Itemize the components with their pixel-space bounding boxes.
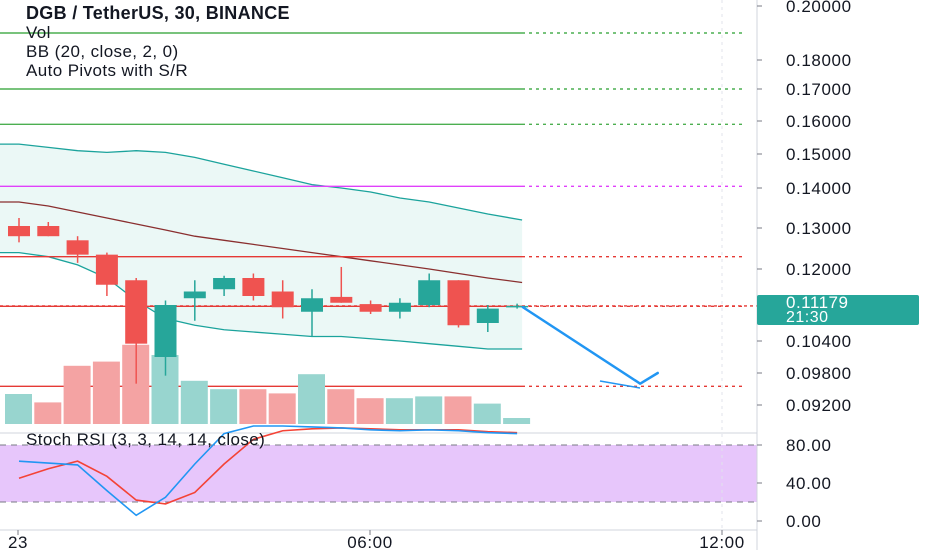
volume-bar — [385, 398, 413, 424]
indicator-vol[interactable]: Vol — [26, 23, 51, 42]
candles — [8, 218, 529, 384]
indicator-pivots[interactable]: Auto Pivots with S/R — [26, 61, 189, 80]
volume-bar — [63, 365, 91, 424]
volume-bar — [92, 361, 120, 424]
candle-body — [388, 302, 411, 312]
candle-body — [242, 278, 265, 296]
candle-body — [506, 305, 529, 308]
bb-upper-line — [0, 143, 523, 221]
bb-basis-line — [0, 201, 523, 284]
price-badge-price: 0.11179 — [786, 293, 848, 312]
stoch-band-fill — [0, 445, 757, 502]
candle-body — [271, 291, 294, 308]
bollinger-bands — [0, 143, 523, 350]
stoch-tick-label: 80.00 — [786, 436, 832, 455]
candle-body — [418, 280, 441, 305]
candle-body — [447, 280, 470, 326]
price-badge-bg — [757, 295, 919, 325]
volume-bar — [34, 402, 62, 424]
candle-body — [476, 308, 499, 323]
chart-legend: DGB / TetherUS, 30, BINANCE Vol BB (20, … — [26, 3, 290, 81]
price-tick-label: 0.18000 — [786, 51, 852, 70]
volume-bar — [444, 396, 472, 424]
time-tick-label: 12:00 — [699, 533, 745, 550]
time-tick-label: 23 — [8, 533, 28, 550]
candle-body — [37, 226, 60, 237]
projection-arrow-path — [521, 306, 659, 385]
volume-bar — [5, 394, 32, 424]
volume-bar — [415, 396, 443, 424]
volume-bar — [327, 389, 355, 424]
price-badge-countdown: 21:30 — [786, 309, 829, 326]
time-tick-label: 06:00 — [347, 533, 393, 550]
price-tick-label: 0.09200 — [786, 396, 852, 415]
candle-body — [125, 280, 148, 344]
volume-bar — [210, 389, 238, 424]
stoch-rsi-label[interactable]: Stoch RSI (3, 3, 14, 14, close) — [26, 430, 266, 449]
bb-fill — [0, 144, 523, 349]
axes: 0.20000 0.18000 0.17000 0.16000 0.15000 0.140… — [0, 0, 852, 550]
price-tick-label: 0.15000 — [786, 145, 852, 164]
price-tick-label: 0.16000 — [786, 112, 852, 131]
stoch-rsi-pane — [0, 425, 757, 517]
bb-lower-line — [0, 251, 523, 350]
price-tick-label: 0.12000 — [786, 260, 852, 279]
stoch-k-line — [18, 425, 518, 517]
candle-body — [213, 278, 236, 290]
volume-bar — [473, 403, 501, 424]
price-tick-label: 0.10400 — [786, 332, 852, 351]
price-tick-label: 0.09800 — [786, 364, 852, 383]
price-tick-label: 0.13000 — [786, 219, 852, 238]
volume-bar — [180, 380, 208, 424]
projection-arrow-tail — [599, 380, 641, 389]
volume-bar — [239, 389, 267, 424]
volume-bar — [356, 398, 384, 424]
price-tick-label: 0.14000 — [786, 179, 852, 198]
volume-bar — [298, 374, 325, 424]
candle-body — [95, 254, 118, 285]
stoch-tick-label: 0.00 — [786, 512, 822, 531]
projection-arrow — [521, 306, 659, 389]
candle-body — [154, 305, 177, 357]
volume-bars — [5, 344, 531, 424]
volume-bar — [503, 418, 531, 424]
indicator-bb[interactable]: BB (20, close, 2, 0) — [26, 42, 179, 61]
candle-body — [359, 304, 382, 312]
candle-body — [330, 296, 353, 303]
candle-body — [301, 298, 323, 312]
symbol-title[interactable]: DGB / TetherUS, 30, BINANCE — [26, 3, 290, 23]
volume-bar — [268, 393, 296, 424]
candle-body — [8, 226, 30, 237]
stoch-tick-label: 40.00 — [786, 474, 832, 493]
price-tick-label: 0.17000 — [786, 80, 852, 99]
price-badge: 0.11179 21:30 — [757, 293, 919, 326]
candle-body — [66, 240, 89, 255]
price-tick-label: 0.20000 — [786, 0, 852, 16]
candle-body — [183, 291, 206, 299]
